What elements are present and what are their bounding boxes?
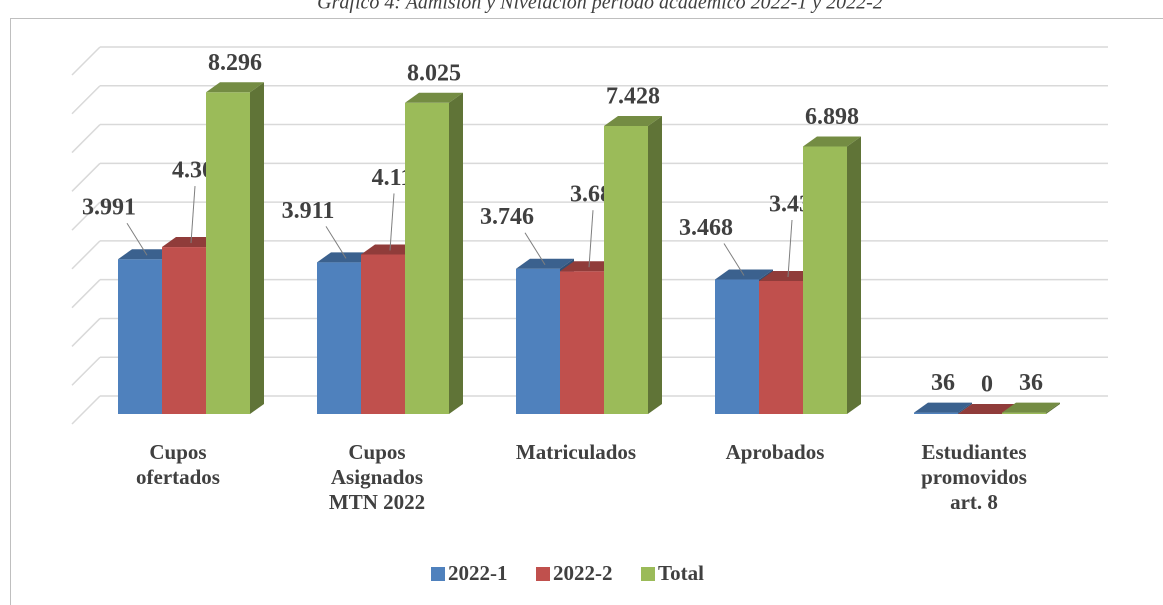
bar [1002,412,1046,414]
bar-top [516,258,574,269]
legend-swatch [641,567,655,581]
legend-swatch [536,567,550,581]
data-label: 3.468 [679,215,733,241]
grid-line [71,240,101,270]
bar-side [449,92,463,414]
bar [516,268,560,414]
grid-line [71,46,101,76]
bar-top [405,92,463,103]
leader-line [190,186,196,244]
bar [759,280,803,414]
bar [361,254,405,414]
bar-top [958,404,1016,414]
grid-line [71,85,101,115]
data-label: 3.911 [282,198,335,224]
bar [560,271,604,414]
legend-label: 2022-2 [553,561,613,585]
bar-top [317,252,375,263]
legend-label: 2022-1 [448,561,508,585]
leader-line [389,193,395,251]
leader-line [723,243,745,276]
x-tick-label: Matriculados [515,440,637,464]
leader-line [588,210,594,268]
x-tick-label: Cupos Asignados MTN 2022 [328,440,426,514]
grid-line [71,356,101,386]
data-label: 8.025 [407,60,461,86]
bar-side [250,82,264,414]
grid-line [71,317,101,347]
bar-side [1046,402,1060,414]
bar-side [847,136,861,414]
bar [162,247,206,414]
grid-line [71,395,101,425]
data-label: 3.991 [82,195,136,221]
bar [206,92,250,414]
bar [803,146,847,414]
leader-line [787,219,793,278]
bar [405,102,449,414]
bar [118,259,162,414]
data-label: 0 [981,372,993,398]
bar-top [914,402,972,413]
grid-line [71,124,101,154]
bar-top [1002,402,1060,413]
data-label: 3.746 [480,204,534,230]
leader-line [325,226,347,259]
chart-border [10,18,1163,605]
x-tick-label: Cupos ofertados [136,440,220,489]
grid-line [71,201,101,231]
data-label: 36 [931,370,955,396]
bar [604,125,648,414]
bar-top [206,82,264,93]
bar-top [803,136,861,147]
bar-top [715,269,773,280]
legend-label: Total [658,561,704,585]
data-label: 6.898 [805,104,859,130]
data-label: 7.428 [606,83,660,109]
bar [317,262,361,414]
leader-line [126,222,148,256]
leader-line [524,232,546,266]
legend-swatch [431,567,445,581]
bar [914,412,958,414]
bar [715,279,759,414]
bar-top [604,115,662,126]
bar-top [118,249,176,260]
bar-side [958,402,972,414]
chart-title: Gráfico 4: Admisión y Nivelación período… [317,0,883,14]
data-label: 8.296 [208,50,262,76]
grid-line [71,279,101,309]
x-tick-label: Aprobados [725,440,825,464]
bar-side [648,115,662,414]
grid-line [71,162,101,192]
data-label: 36 [1019,370,1043,396]
x-tick-label: Estudiantes promovidos art. 8 [921,440,1027,514]
